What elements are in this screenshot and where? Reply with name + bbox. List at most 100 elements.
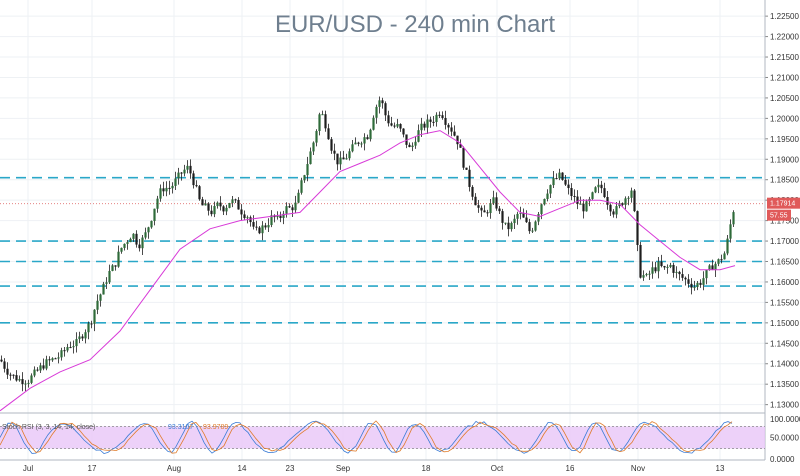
candle-body	[63, 350, 66, 352]
candle-body	[288, 206, 291, 208]
candle	[93, 309, 96, 332]
candle-body	[432, 121, 435, 123]
candle	[357, 141, 360, 147]
candle	[78, 331, 81, 344]
candle	[231, 195, 234, 208]
x-tick-label: 13	[716, 464, 725, 473]
candle-body	[639, 244, 642, 278]
candle	[303, 174, 306, 183]
candle	[228, 202, 231, 209]
candle-body	[228, 203, 231, 208]
candle-body	[591, 192, 594, 199]
candle	[336, 153, 339, 171]
candle-body	[198, 186, 201, 200]
candle	[456, 135, 459, 150]
candle	[480, 205, 483, 217]
candle	[702, 271, 705, 291]
candle-body	[453, 131, 456, 136]
candle	[537, 212, 540, 226]
candle-body	[462, 147, 465, 168]
candle	[462, 146, 465, 170]
candle	[339, 151, 342, 170]
candle-body	[426, 119, 429, 128]
y-tick-label: 1.22500	[770, 12, 799, 21]
candle	[603, 182, 606, 199]
candle-body	[384, 103, 387, 116]
candle-body	[438, 114, 441, 116]
candle	[360, 141, 363, 148]
candle-body	[579, 203, 582, 205]
x-tick-label: 14	[238, 464, 247, 473]
candle-body	[624, 198, 627, 205]
candle-body	[663, 266, 666, 268]
candle-body	[147, 227, 150, 233]
candle	[636, 210, 639, 252]
candle	[684, 276, 687, 286]
candle	[645, 272, 648, 277]
candle-body	[189, 165, 192, 174]
candle	[225, 204, 228, 216]
candle-body	[201, 199, 204, 206]
candle-body	[720, 259, 723, 261]
candle-body	[93, 309, 96, 324]
candle	[366, 134, 369, 140]
candle-body	[537, 214, 540, 222]
candle	[468, 165, 471, 192]
candle-body	[12, 374, 15, 376]
candle-body	[708, 265, 711, 270]
candle-body	[96, 300, 99, 310]
candle-body	[375, 106, 378, 118]
candle-body	[633, 190, 636, 212]
candle-body	[72, 346, 75, 348]
candle	[180, 172, 183, 181]
candle-body	[585, 201, 588, 212]
candle-body	[594, 187, 597, 193]
candle	[447, 123, 450, 135]
candle	[597, 178, 600, 194]
candle	[105, 277, 108, 289]
y-tick-label: 1.20000	[770, 114, 799, 123]
candle	[243, 210, 246, 221]
candle-body	[561, 172, 564, 180]
candle	[519, 206, 522, 220]
candle-body	[81, 336, 84, 339]
candle	[285, 202, 288, 218]
candle-body	[483, 210, 486, 213]
candle	[45, 355, 48, 371]
candle	[342, 150, 345, 160]
candle	[501, 208, 504, 230]
candle-body	[717, 259, 720, 264]
candle	[615, 202, 618, 219]
candle-body	[240, 209, 243, 215]
candle	[9, 372, 12, 381]
candle	[726, 235, 729, 256]
x-tick-label: Sep	[336, 464, 351, 473]
candle	[294, 195, 297, 214]
candle-body	[42, 365, 45, 369]
candle	[675, 266, 678, 279]
candle	[51, 357, 54, 362]
x-tick-label: 17	[88, 464, 97, 473]
candle	[420, 117, 423, 138]
candle-body	[342, 157, 345, 160]
candle	[393, 122, 396, 129]
candle-body	[90, 323, 93, 325]
candle-body	[243, 214, 246, 219]
candle-body	[465, 167, 468, 170]
candle-body	[312, 142, 315, 152]
candle-body	[582, 203, 585, 212]
candle-body	[534, 221, 537, 231]
candle	[54, 357, 57, 360]
candle-body	[528, 222, 531, 232]
candle	[129, 237, 132, 243]
candle	[687, 274, 690, 288]
candle	[120, 247, 123, 254]
candle	[177, 167, 180, 185]
candle	[621, 202, 624, 207]
candle	[681, 268, 684, 281]
candle	[213, 201, 216, 218]
candle	[432, 116, 435, 127]
candle	[426, 114, 429, 135]
candle	[258, 225, 261, 235]
candle-body	[48, 359, 51, 361]
